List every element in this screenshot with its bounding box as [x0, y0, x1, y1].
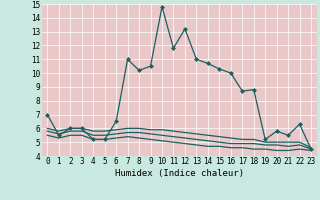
X-axis label: Humidex (Indice chaleur): Humidex (Indice chaleur): [115, 169, 244, 178]
